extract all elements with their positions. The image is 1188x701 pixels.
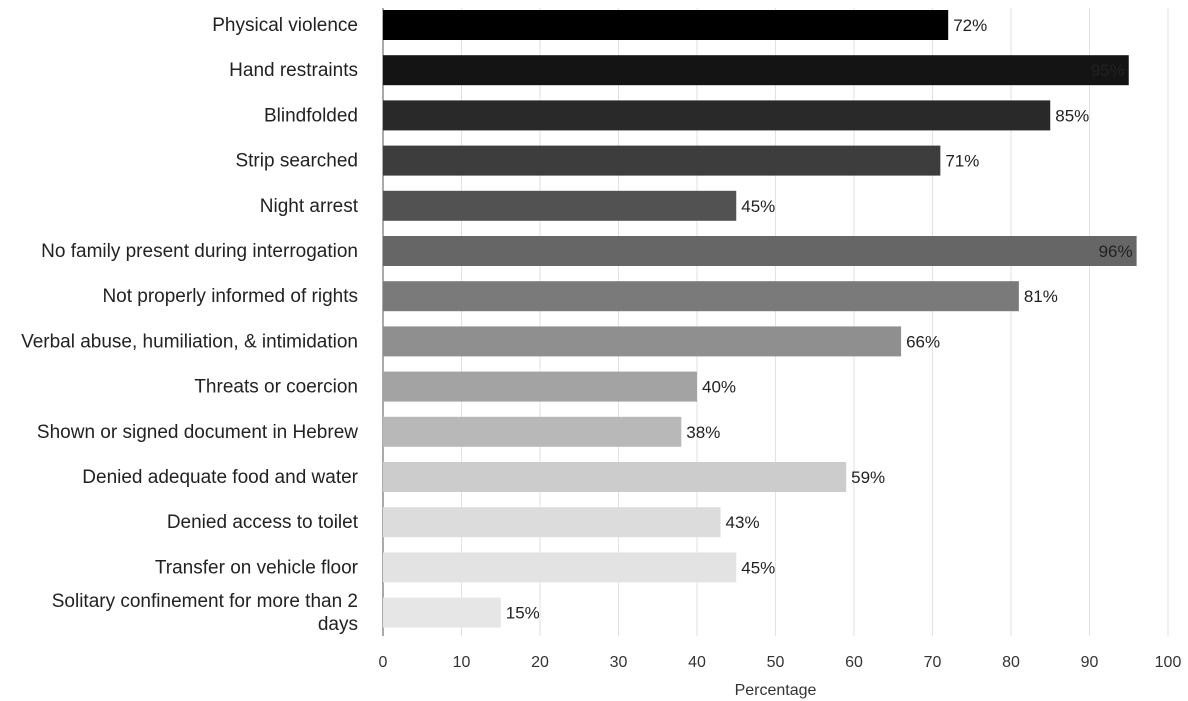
bar (383, 281, 1019, 312)
bar (383, 416, 682, 447)
x-tick-label: 70 (924, 654, 942, 671)
category-label: Transfer on vehicle floor (155, 557, 359, 578)
value-label: 72% (953, 16, 987, 35)
bar (383, 462, 847, 492)
x-tick-label: 10 (453, 654, 471, 671)
x-axis-ticks: 0 10 20 30 40 50 60 70 80 90 100 (379, 654, 1182, 671)
category-label: Threats or coercion (194, 377, 358, 398)
value-label: 85% (1055, 106, 1089, 125)
category-label: No family present during interrogation (41, 241, 358, 262)
bar (383, 145, 941, 176)
bar (383, 190, 737, 221)
category-label: Denied adequate food and water (82, 467, 358, 488)
value-label: 66% (906, 332, 940, 351)
x-tick-label: 20 (531, 654, 549, 671)
value-label: 45% (741, 558, 775, 577)
category-label: Verbal abuse, humiliation, & intimidatio… (21, 331, 358, 352)
bar (383, 371, 697, 402)
x-tick-label: 80 (1002, 654, 1020, 671)
value-label: 38% (686, 423, 720, 442)
x-tick-label: 100 (1155, 654, 1182, 671)
value-label: 40% (702, 378, 736, 397)
bar (383, 55, 1129, 86)
category-label: Shown or signed document in Hebrew (37, 422, 358, 443)
category-label: Hand restraints (229, 60, 358, 81)
category-label: Strip searched (235, 151, 358, 172)
value-label: 45% (741, 197, 775, 216)
category-label: Solitary confinement for more than 2 days (52, 591, 358, 635)
x-tick-label: 50 (767, 654, 785, 671)
value-label: 95% (1091, 61, 1125, 80)
x-tick-label: 0 (379, 654, 388, 671)
bar (383, 507, 721, 538)
value-label: 71% (945, 152, 979, 171)
bar (383, 597, 501, 628)
value-label: 15% (506, 604, 540, 623)
bar (383, 100, 1051, 131)
bar (383, 10, 949, 40)
category-label: Blindfolded (264, 105, 358, 126)
value-labels: 72% 95% 85% 71% 45% 96% 81% 66% 40% 38% 59% 43% 45% 1… (506, 16, 1133, 623)
value-label: 59% (851, 468, 885, 487)
x-tick-label: 30 (610, 654, 628, 671)
category-label: Night arrest (260, 196, 359, 217)
category-labels: Physical violence Hand restraints Blindfol… (21, 15, 359, 635)
x-tick-label: 60 (845, 654, 863, 671)
x-tick-label: 40 (688, 654, 706, 671)
value-label: 96% (1099, 242, 1133, 261)
bar (383, 326, 902, 357)
category-label: Physical violence (212, 15, 358, 36)
category-label: Denied access to toilet (167, 512, 359, 533)
bar (383, 552, 737, 583)
bar (383, 236, 1137, 266)
category-label: Not properly informed of rights (102, 286, 358, 307)
value-label: 81% (1024, 287, 1058, 306)
bars (383, 10, 1137, 628)
x-axis-title: Percentage (735, 682, 817, 699)
value-label: 43% (726, 513, 760, 532)
x-tick-label: 90 (1081, 654, 1099, 671)
